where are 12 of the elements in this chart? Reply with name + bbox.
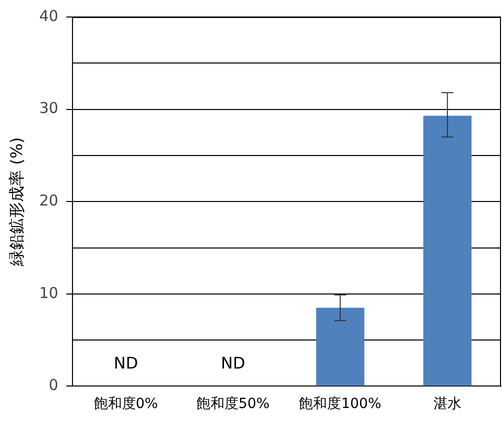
y-tick-label: 40 bbox=[39, 6, 58, 25]
y-tick-label: 0 bbox=[48, 376, 58, 394]
y-tick-label: 30 bbox=[39, 99, 58, 118]
x-tick-label: 湛水 bbox=[433, 396, 462, 412]
y-axis-title: 緑鉛鉱形成率 (%) bbox=[6, 137, 26, 267]
x-tick-label: 飽和度0% bbox=[94, 396, 158, 412]
x-tick-label: 飽和度100% bbox=[299, 396, 382, 412]
text: ND bbox=[220, 353, 246, 372]
y-tick-label: 20 bbox=[39, 191, 58, 210]
y-tick-label: 10 bbox=[39, 284, 58, 302]
x-tick-label: 飽和度50% bbox=[196, 396, 270, 412]
text: ND bbox=[114, 353, 138, 372]
